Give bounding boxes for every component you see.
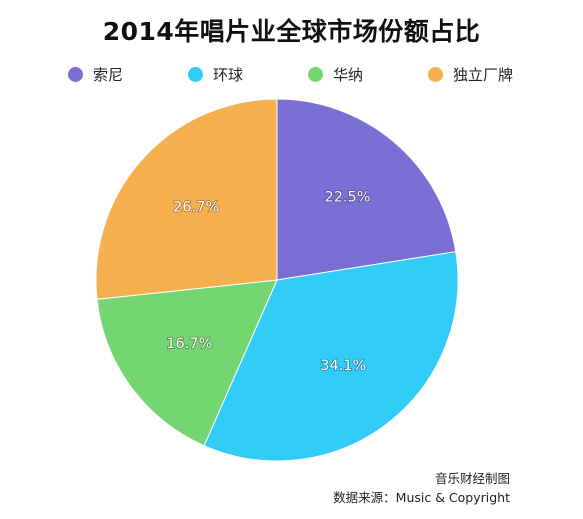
legend-item-universal: 环球 bbox=[188, 62, 243, 86]
credit-text: 音乐财经制图 bbox=[434, 471, 510, 486]
legend-label-universal: 环球 bbox=[213, 65, 244, 84]
legend-swatch-warner bbox=[308, 66, 323, 82]
legend-swatch-sony bbox=[68, 66, 83, 82]
pie-slice-warner bbox=[96, 279, 278, 447]
legend-label-indie: 独立厂牌 bbox=[453, 65, 514, 84]
chart-title: 2014年唱片业全球市场份额占比 bbox=[102, 17, 481, 46]
legend-item-indie: 独立厂牌 bbox=[428, 62, 513, 86]
legend-item-sony: 索尼 bbox=[68, 62, 123, 86]
slice-label-warner: 16.7% bbox=[166, 336, 212, 352]
pie-slice-sony bbox=[276, 98, 457, 281]
legend-label-sony: 索尼 bbox=[93, 65, 124, 84]
legend-label-warner: 华纳 bbox=[333, 65, 364, 84]
pie-slice-indie bbox=[95, 98, 278, 300]
legend-item-warner: 华纳 bbox=[308, 62, 363, 86]
slice-label-universal: 34.1% bbox=[320, 358, 366, 374]
pie-slice-universal bbox=[203, 251, 459, 462]
legend-swatch-indie bbox=[428, 66, 443, 82]
slice-label-indie: 26.7% bbox=[173, 199, 219, 215]
slice-label-sony: 22.5% bbox=[324, 189, 370, 205]
legend-swatch-universal bbox=[188, 66, 203, 82]
legend: 索尼 环球 华纳 独立厂牌 bbox=[0, 62, 583, 88]
source-text: 数据来源：Music & Copyright bbox=[333, 490, 510, 505]
